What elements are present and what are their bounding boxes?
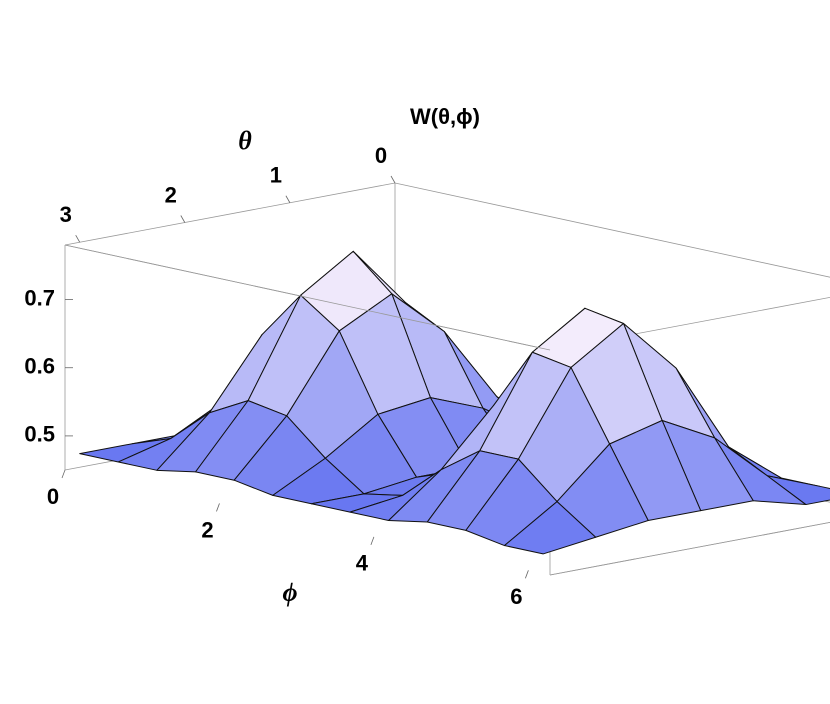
x-tick-label: 6 [510,584,522,609]
box-edge [64,182,396,246]
y-tick-label: 2 [165,182,177,207]
x-tick [370,536,375,546]
box-edge [549,521,830,576]
x-tick-label: 4 [356,551,369,576]
box-edge [394,182,830,278]
x-tick [216,503,220,512]
z-axis-label: W(θ,ϕ) [410,104,480,129]
y-tick-label: 1 [270,163,282,188]
box-edge [64,244,551,351]
x-axis-label: ϕ [282,578,297,607]
z-tick-label: 0.6 [24,354,55,379]
surface-patch [503,501,597,555]
x-tick-label: 2 [201,517,213,542]
y-tick [180,215,186,223]
y-axis-label: θ [238,126,252,155]
x-tick [61,469,66,479]
y-tick-label: 0 [375,143,387,168]
x-tick-label: 0 [47,484,59,509]
z-tick-label: 0.7 [24,285,55,310]
y-tick [75,235,81,243]
y-tick [285,195,291,203]
x-tick [525,570,529,579]
y-tick-label: 3 [60,202,72,227]
z-tick-label: 0.5 [24,422,55,447]
y-tick [390,175,396,184]
